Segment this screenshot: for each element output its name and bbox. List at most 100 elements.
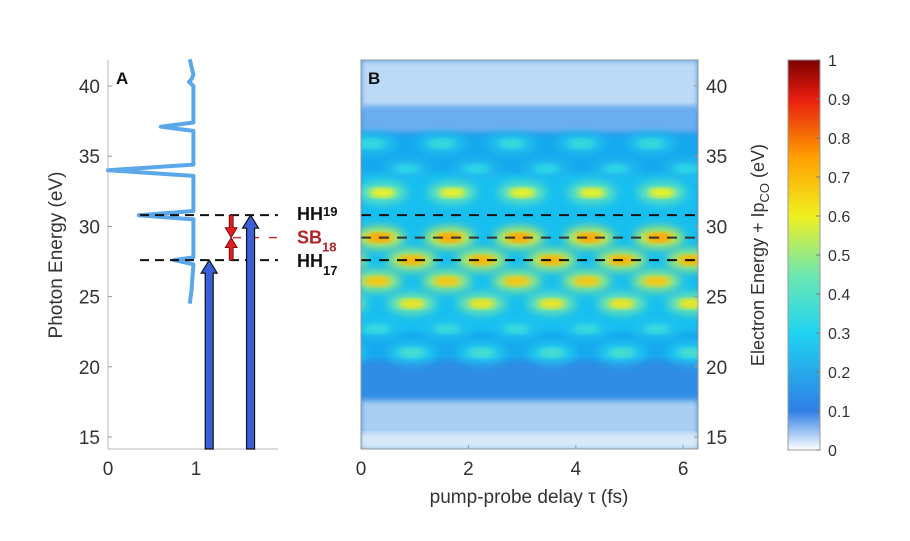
y-axis-label-part: Electron Energy + Ip	[748, 202, 768, 366]
heatmap-peak-core	[643, 323, 670, 334]
colorbar-tick-label: 0	[828, 443, 837, 460]
heatmap-peak-core	[503, 276, 530, 287]
sideband-arrow-down	[224, 214, 238, 239]
heatmap-peak-core	[289, 139, 315, 149]
colorbar-tick-label: 0.9	[828, 92, 850, 109]
heatmap-peak-core	[436, 232, 463, 243]
y-tick-label: 15	[79, 428, 100, 449]
x-tick-label: 1	[191, 459, 202, 480]
photon-arrow	[200, 258, 219, 450]
heatmap-peak-core	[361, 138, 385, 149]
heatmap-peak-core	[573, 323, 600, 334]
heatmap-peak-core	[294, 276, 320, 286]
y-tick-label: 35	[79, 147, 100, 168]
heatmap-peak-core	[538, 347, 565, 358]
colorbar-tick-label: 0.7	[828, 170, 850, 187]
heatmap-peak-core	[364, 323, 391, 334]
heatmap-peak-core	[533, 163, 560, 174]
heatmap-peak-core	[433, 276, 460, 287]
colorbar-tick-label: 0.3	[828, 326, 850, 343]
colorbar-tick-label: 0.1	[828, 404, 850, 421]
heatmap-peak	[313, 159, 361, 179]
heatmap-peak-core	[468, 298, 495, 309]
panel-label-b: B	[368, 69, 380, 88]
y-tick-label: 30	[706, 217, 727, 238]
heatmap-peak-core	[608, 298, 635, 309]
heatmap-band	[361, 105, 698, 134]
x-tick-label: 0	[103, 459, 114, 480]
level-order: 18	[322, 240, 336, 255]
panel-b: B 0 2 4 6 15 20 25 30 35 40 pump-probe delay τ (fs)…	[278, 59, 772, 508]
heatmap-peak	[289, 183, 337, 203]
photon-arrow	[241, 214, 260, 450]
x-tick-label: 4	[571, 459, 582, 480]
spectrum-line	[106, 58, 196, 304]
colorbar-tick-label: 0.2	[828, 365, 850, 382]
heatmap-peak-core	[637, 138, 664, 149]
panel-label-a: A	[116, 69, 128, 88]
heatmap-peak-core	[643, 276, 670, 287]
heatmap-peak-core	[468, 347, 495, 358]
y-axis-label: Photon Energy (eV)	[46, 172, 67, 339]
colorbar-tick-label: 0.5	[828, 248, 850, 265]
heatmap	[278, 60, 698, 449]
level-label-sb18: SB18	[297, 228, 336, 255]
y-tick-label: 25	[706, 288, 727, 309]
heatmap-peak	[283, 319, 331, 339]
heatmap-peak	[361, 346, 367, 359]
heatmap-peak-core	[399, 255, 426, 266]
heatmap-peak-core	[678, 347, 698, 358]
heatmap-peak	[278, 134, 326, 154]
y-tick-label: 20	[79, 358, 100, 379]
colorbar: 0 0.1 0.2 0.3 0.4 0.5 0.6 0.7 0.8 0.9 1	[787, 53, 850, 460]
heatmap-peak-core	[433, 323, 460, 334]
y-axis-label-part: (eV)	[748, 144, 768, 183]
y-tick-label: 40	[79, 77, 100, 98]
heatmap-peak-core	[498, 138, 525, 149]
colorbar-gradient	[787, 59, 821, 451]
heatmap-peak-core	[573, 276, 600, 287]
heatmap-peak-core	[369, 187, 396, 198]
heatmap-peak-core	[399, 347, 426, 358]
heatmap-peak-core	[678, 298, 698, 309]
level-order: 17	[323, 263, 337, 278]
heatmap-peak-core	[468, 255, 495, 266]
y-tick-label: 30	[79, 217, 100, 238]
heatmap-peak-core	[576, 232, 603, 243]
heatmap-peak-core	[538, 298, 565, 309]
heatmap-peak-core	[506, 232, 533, 243]
x-tick-label: 0	[356, 459, 367, 480]
heatmap-peak-core	[324, 164, 350, 174]
heatmap-peak-core	[294, 324, 320, 334]
heatmap-peak-core	[393, 163, 420, 174]
heatmap-peak-core	[300, 188, 326, 198]
x-axis-label: pump-probe delay τ (fs)	[430, 487, 629, 508]
heatmap-peak-core	[364, 276, 391, 287]
heatmap-peak-core	[603, 163, 630, 174]
heatmap-peak-core	[646, 232, 673, 243]
heatmap-top-band	[361, 60, 698, 110]
heatmap-peak-core	[329, 299, 355, 309]
x-tick-label: 2	[463, 459, 474, 480]
level-name: HH	[297, 204, 323, 224]
heatmap-peak-core	[439, 187, 466, 198]
sideband-arrow-up	[224, 236, 238, 261]
y-axis-label-part: CO	[757, 183, 772, 203]
heatmap-peak-core	[578, 187, 605, 198]
heatmap-peak-core	[509, 187, 536, 198]
heatmap-peak-core	[399, 298, 426, 309]
heatmap-peak-core	[648, 187, 675, 198]
y-tick-label: 35	[706, 147, 727, 168]
y-tick-label: 25	[79, 288, 100, 309]
level-label-hh17: HH17	[297, 251, 337, 278]
heatmap-peak-core	[568, 138, 595, 149]
colorbar-tick-label: 1	[828, 53, 837, 70]
level-label-hh19: HH19	[297, 204, 337, 224]
y-tick-label: 40	[706, 77, 727, 98]
y-tick-label: 15	[706, 428, 727, 449]
heatmap-peak-core	[428, 138, 455, 149]
heatmap-peak-core	[608, 347, 635, 358]
heatmap-peak-core	[329, 348, 355, 358]
